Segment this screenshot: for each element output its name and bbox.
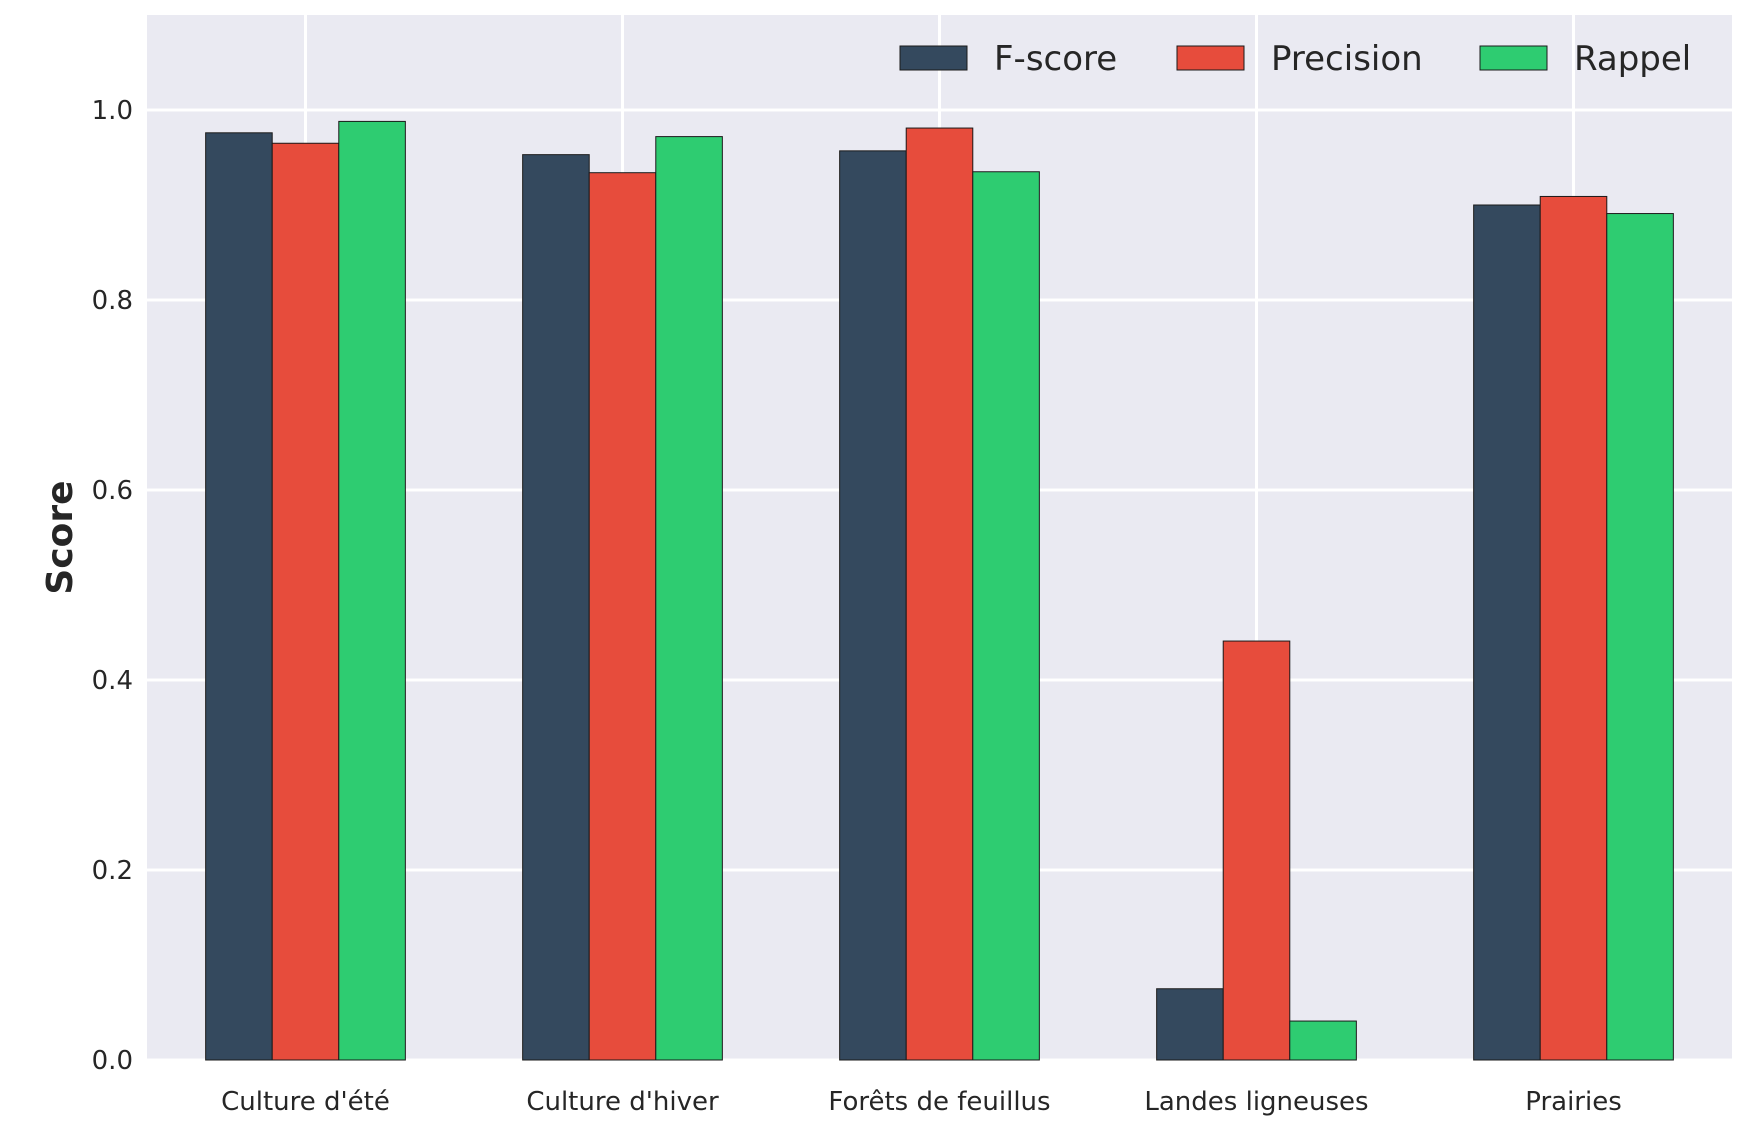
y-tick-labels: 0.0 0.2 0.4 0.6 0.8 1.0 (92, 96, 133, 1076)
bar-precision (1222, 640, 1291, 1061)
bar-precision (1539, 195, 1608, 1061)
bar-f-score (1473, 204, 1541, 1061)
legend-swatch (1479, 45, 1548, 71)
legend-swatch (1176, 45, 1245, 71)
bars-group (205, 120, 1674, 1061)
bar-f-score (522, 154, 590, 1061)
legend-swatch (899, 45, 968, 71)
x-tick-labels: Culture d'été Culture d'hiver Forêts de fe… (221, 1087, 1622, 1117)
bar-f-score (205, 132, 273, 1061)
bar-precision (905, 127, 974, 1061)
bar-rappel (655, 136, 723, 1061)
bar-precision (588, 172, 657, 1061)
x-tick-label: Forêts de feuillus (828, 1087, 1050, 1117)
bar-rappel (1289, 1020, 1357, 1061)
y-axis-label: Score (40, 480, 81, 594)
legend: F-score Precision Rappel (899, 39, 1691, 79)
bar-rappel (338, 120, 406, 1061)
y-tick-label: 0.6 (92, 476, 133, 506)
y-tick-label: 0.2 (92, 856, 133, 886)
bar-precision (271, 142, 340, 1061)
x-tick-label: Culture d'été (221, 1087, 390, 1117)
y-tick-label: 1.0 (92, 96, 133, 126)
bar-rappel (972, 171, 1040, 1061)
legend-label: Precision (1271, 39, 1423, 79)
legend-label: F-score (994, 39, 1117, 79)
y-tick-label: 0.4 (92, 666, 133, 696)
x-tick-label: Prairies (1525, 1087, 1622, 1117)
legend-label: Rappel (1574, 39, 1691, 79)
bar-f-score (1156, 988, 1224, 1061)
bar-rappel (1606, 213, 1674, 1061)
x-tick-label: Culture d'hiver (526, 1087, 719, 1117)
y-tick-label: 0.8 (92, 286, 133, 316)
x-tick-label: Landes ligneuses (1144, 1087, 1368, 1117)
y-tick-label: 0.0 (92, 1046, 133, 1076)
bar-f-score (839, 150, 907, 1061)
